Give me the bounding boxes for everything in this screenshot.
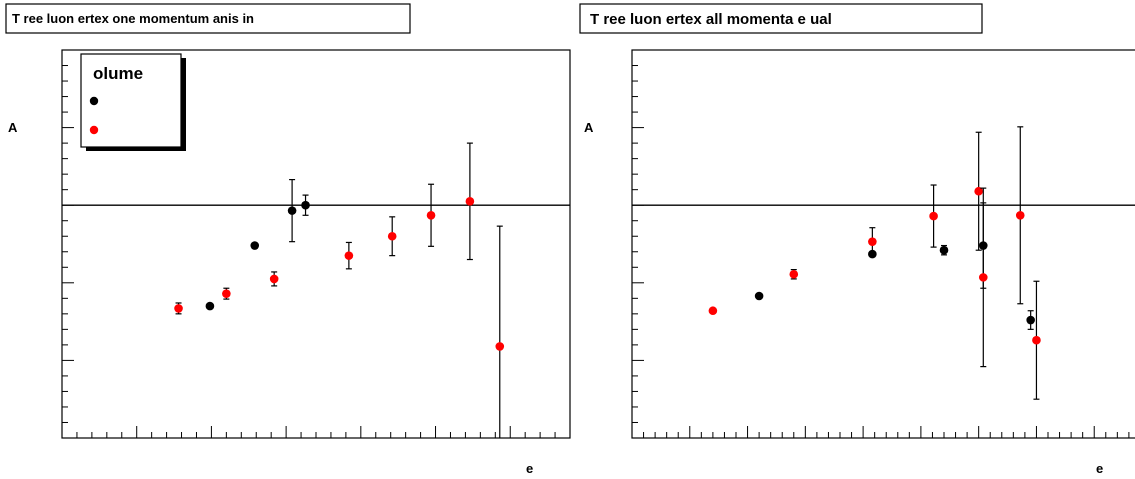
data-point-series-2 (495, 342, 505, 351)
data-points-1 (174, 142, 505, 438)
data-point-series-2 (978, 273, 988, 282)
data-point-series-1 (301, 200, 310, 210)
data-point-series-1 (205, 301, 215, 311)
data-point-series-2 (789, 269, 799, 279)
data-point-series-2 (465, 197, 475, 206)
data-point-series-2 (1032, 335, 1041, 345)
plot-frame-2 (631, 49, 1135, 439)
data-point-series-1 (754, 291, 764, 301)
title-box-1 (5, 3, 411, 34)
data-point-series-2 (387, 231, 397, 241)
chart-title-1: T ree luon ertex one momentum anis in (12, 11, 254, 26)
legend: olume (80, 53, 186, 151)
legend-marker-red (89, 125, 99, 135)
data-point-series-2 (426, 210, 436, 220)
data-point-series-1 (1026, 315, 1035, 325)
axis-ticks-1 (61, 49, 571, 439)
data-point-series-2 (929, 211, 938, 221)
axis-ticks-2 (631, 49, 1130, 439)
data-point-series-2 (1015, 210, 1025, 220)
legend-marker-black (89, 96, 99, 106)
data-point-series-2 (174, 304, 183, 313)
data-point-series-2 (222, 289, 231, 298)
data-point-series-1 (939, 245, 949, 255)
data-point-series-1 (250, 241, 260, 250)
x-axis-label-1: e (526, 461, 533, 476)
panel-2: T ree luon ertex all momenta e ual A e (579, 3, 1135, 476)
y-axis-label-2: A (584, 120, 594, 135)
y-axis-label-1: A (8, 120, 18, 135)
chart-title-2: T ree luon ertex all momenta e ual (590, 11, 832, 28)
x-axis-label-2: e (1096, 461, 1103, 476)
title-box-2 (579, 3, 983, 34)
data-point-series-2 (269, 274, 279, 284)
data-point-series-2 (344, 251, 354, 260)
data-point-series-1 (287, 206, 297, 215)
legend-title: olume (93, 64, 143, 83)
data-point-series-2 (708, 306, 718, 316)
data-point-series-2 (868, 237, 877, 246)
panel-1: T ree luon ertex one momentum anis in A … (5, 3, 571, 476)
data-point-series-2 (974, 186, 983, 196)
data-points-2 (708, 126, 1041, 400)
